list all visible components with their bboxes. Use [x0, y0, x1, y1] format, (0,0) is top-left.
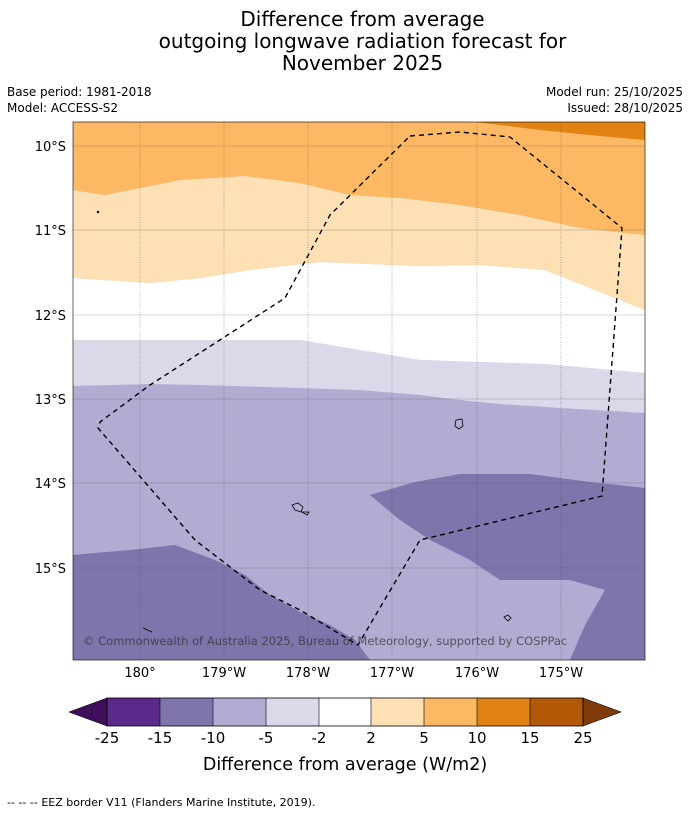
colorbar-tick-label: -2	[312, 729, 327, 747]
colorbar-tick-label: 15	[520, 729, 539, 747]
colorbar-tick-label: -25	[95, 729, 120, 747]
colorbar-label: Difference from average (W/m2)	[203, 755, 487, 775]
colorbar-segment	[477, 698, 530, 726]
colorbar-tick-label: 25	[573, 729, 592, 747]
islands	[96, 210, 512, 633]
lon-label: 175°W	[539, 666, 583, 681]
colorbar: -25 -15 -10 -5 -2 2 5 10 15 25 Differenc…	[68, 697, 622, 775]
island-wallis	[454, 418, 464, 430]
anomaly-field	[73, 122, 645, 660]
colorbar-tick-label: 2	[366, 729, 376, 747]
colorbar-segment	[371, 698, 424, 726]
colorbar-extend-low	[68, 697, 108, 727]
colorbar-frame	[106, 697, 584, 727]
model-name: Model: ACCESS-S2	[7, 101, 119, 115]
colorbar-dividers	[159, 698, 531, 726]
footer-legend: -- -- -- EEZ border V11 (Flanders Marine…	[7, 796, 315, 809]
title-line-2: outgoing longwave radiation forecast for	[158, 29, 567, 53]
colorbar-tick-label: -10	[201, 729, 226, 747]
lat-label: 11°S	[35, 224, 66, 239]
lat-label: 14°S	[35, 477, 66, 492]
meta-left: Base period: 1981-2018 Model: ACCESS-S2	[7, 84, 152, 116]
base-period: Base period: 1981-2018	[7, 85, 152, 99]
lon-label: 177°W	[370, 666, 414, 681]
band-minus5-minus2	[73, 340, 645, 413]
map-frame	[72, 121, 646, 661]
island-niuafoou	[503, 614, 512, 622]
lon-label: 180°	[124, 666, 155, 681]
band-minus15-minus10-southeast	[370, 474, 645, 660]
graticule	[73, 122, 645, 660]
copyright-text: © Commonwealth of Australia 2025, Bureau…	[83, 634, 567, 648]
lat-labels: 10°S 11°S 12°S 13°S 14°S 15°S	[35, 140, 66, 577]
colorbar-segment	[266, 698, 319, 726]
island-futuna	[291, 502, 304, 513]
colorbar-segment	[319, 698, 371, 726]
eez-legend-symbol: -- -- --	[7, 796, 38, 809]
colorbar-segment	[530, 698, 583, 726]
lon-label: 179°W	[202, 666, 246, 681]
chart-title: Difference from average outgoing longwav…	[0, 8, 690, 74]
title-line-3: November 2025	[281, 51, 444, 75]
model-run: Model run: 25/10/2025	[545, 85, 683, 99]
island-southwest-islet	[142, 627, 153, 633]
eez-legend-text: EEZ border V11 (Flanders Marine Institut…	[41, 796, 316, 809]
colorbar-extend-high	[582, 697, 622, 727]
issued-date: Issued: 28/10/2025	[567, 101, 683, 115]
band-5-10	[73, 122, 645, 235]
colorbar-tick-label: -15	[148, 729, 173, 747]
lon-labels: 180° 179°W 178°W 177°W 176°W 175°W	[124, 666, 583, 681]
colorbar-tick-label: 10	[467, 729, 486, 747]
lat-label: 12°S	[35, 309, 66, 324]
band-neutral	[73, 262, 645, 373]
meta-right: Model run: 25/10/2025 Issued: 28/10/2025	[546, 84, 683, 116]
lat-label: 10°S	[35, 140, 66, 155]
colorbar-tick-label: -5	[259, 729, 274, 747]
eez-border	[97, 131, 623, 646]
band-2-5	[73, 176, 645, 310]
colorbar-tick-label: 5	[419, 729, 429, 747]
colorbar-segment	[160, 698, 213, 726]
map-figure: 10°S 11°S 12°S 13°S 14°S 15°S 180° 179°W…	[35, 121, 646, 775]
lat-label: 15°S	[35, 562, 66, 577]
lon-label: 178°W	[286, 666, 330, 681]
colorbar-segment	[107, 698, 160, 726]
band-minus15-minus10-southwest	[73, 545, 370, 660]
colorbar-segment	[213, 698, 266, 726]
lat-label: 13°S	[35, 393, 66, 408]
island-northwest-islet	[96, 210, 100, 214]
band-10-15	[475, 122, 645, 140]
title-line-1: Difference from average	[240, 7, 485, 31]
colorbar-ticks: -25 -15 -10 -5 -2 2 5 10 15 25	[95, 729, 593, 747]
colorbar-segment	[424, 698, 477, 726]
lon-label: 176°W	[455, 666, 499, 681]
island-alofi	[300, 511, 310, 516]
